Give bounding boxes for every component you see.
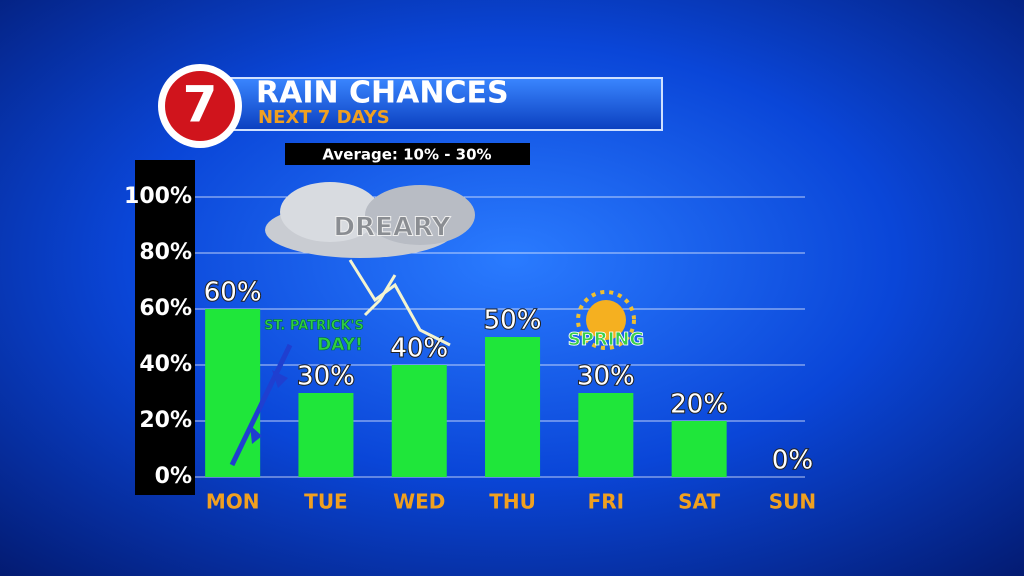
x-tick-label: SAT [678,490,720,514]
sun [576,290,636,350]
value-label: 60% [204,278,262,308]
y-tick-label: 80% [139,240,192,265]
cloud-part [365,185,475,245]
y-tick-label: 40% [139,352,192,377]
value-label: 50% [484,306,542,336]
front-marker [272,370,288,388]
x-tick-label: TUE [304,490,348,514]
bar [671,421,727,477]
chart-subtitle: NEXT 7 DAYS [258,107,390,128]
annotation: DREARY [334,213,452,243]
title-banner [209,77,663,131]
x-tick-label: WED [393,490,445,514]
front-marker [250,425,262,444]
bar [391,365,447,477]
lightning [363,274,397,317]
chart-title: RAIN CHANCES [256,76,509,111]
bar [485,337,541,477]
logo [165,71,235,141]
y-tick-label: 0% [155,464,192,489]
bar [298,393,354,477]
value-label: 20% [670,390,728,420]
sun-rays [576,290,636,350]
x-tick-label: THU [489,490,536,514]
y-tick-label: 20% [139,408,192,433]
y-tick-label: 100% [124,184,192,209]
value-label: 40% [390,334,448,364]
cloud-part [280,182,380,242]
annotation: DAY! [317,335,363,355]
x-tick-label: SUN [769,490,816,514]
axis-strip [135,160,195,495]
sun-disc [586,300,626,340]
cold-front [229,343,293,467]
x-tick-label: FRI [588,490,625,514]
note-box [285,143,530,165]
value-label: 30% [297,362,355,392]
cloud [265,182,475,347]
bar [205,309,261,477]
annotation: ST. PATRICK'S [264,319,364,334]
x-tick-label: MON [206,490,260,514]
value-label: 0% [772,446,813,476]
lightning [348,259,451,347]
y-tick-label: 60% [139,296,192,321]
bar [578,393,634,477]
note: Average: 10% - 30% [322,146,491,164]
annotation: SPRING [568,329,645,350]
value-label: 30% [577,362,635,392]
logo-text: 7 [183,76,218,134]
